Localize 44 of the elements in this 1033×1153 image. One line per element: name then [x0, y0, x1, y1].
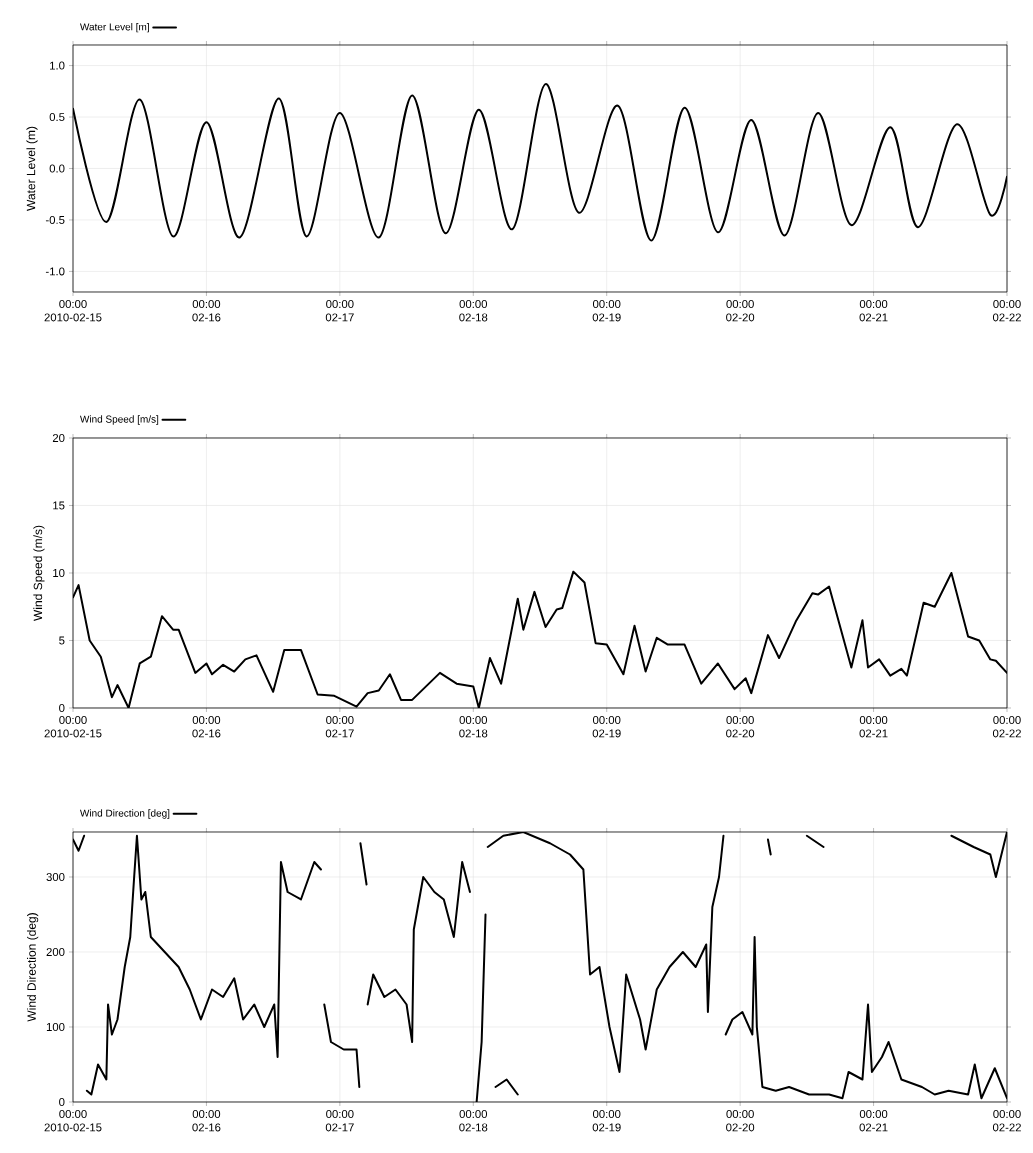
- y-tick-label: 0.5: [49, 113, 65, 122]
- x-tick-label: 00:00 02-16: [192, 716, 221, 738]
- x-tick-label: 00:00 02-20: [726, 300, 755, 322]
- x-tick-label: 00:00 02-21: [859, 716, 888, 738]
- x-tick-label: 00:00 02-21: [859, 1110, 888, 1132]
- y-tick-label: 200: [46, 947, 65, 956]
- x-tick-label: 00:00 02-16: [192, 1110, 221, 1132]
- y-tick-label: 20: [52, 433, 65, 442]
- y-axis-title: Wind Direction (deg): [27, 913, 39, 1022]
- y-tick-label: 0: [59, 703, 65, 712]
- y-tick-label: 15: [53, 501, 65, 510]
- legend-label: Wind Direction [deg]: [79, 809, 170, 819]
- y-tick-label: 300: [46, 872, 65, 881]
- y-tick-label: 5: [59, 636, 65, 645]
- legend-label: Water Level [m]: [79, 23, 149, 33]
- x-tick-label: 00:00 02-19: [592, 1110, 621, 1132]
- x-tick-label: 00:00 2010-02-15: [44, 300, 102, 322]
- x-tick-label: 00:00 02-16: [192, 300, 221, 322]
- y-tick-label: 1.0: [50, 61, 65, 70]
- x-tick-label: 00:00 2010-02-15: [44, 1110, 102, 1132]
- x-tick-label: 00:00 02-22: [992, 716, 1021, 738]
- x-tick-label: 00:00 02-17: [325, 1110, 354, 1132]
- y-axis-title: Wind Speed (m/s): [33, 525, 45, 621]
- y-axis-title: Water Level (m): [26, 126, 38, 211]
- x-tick-label: 00:00 02-22: [992, 1110, 1021, 1132]
- y-tick-label: -1.0: [45, 267, 65, 276]
- x-tick-label: 00:00 02-22: [992, 300, 1021, 322]
- x-tick-label: 00:00 02-17: [325, 300, 354, 322]
- x-tick-label: 00:00 02-21: [859, 300, 888, 322]
- y-tick-label: 100: [46, 1022, 65, 1031]
- x-tick-label: 00:00 02-17: [325, 716, 354, 738]
- legend-label: Wind Speed [m/s]: [79, 415, 159, 425]
- x-tick-label: 00:00 02-19: [592, 300, 621, 322]
- x-tick-label: 00:00 2010-02-15: [44, 716, 102, 738]
- x-tick-label: 00:00 02-20: [726, 716, 755, 738]
- y-tick-label: 0: [59, 1097, 65, 1106]
- x-tick-label: 00:00 02-18: [459, 300, 488, 322]
- x-tick-label: 00:00 02-19: [592, 716, 621, 738]
- y-tick-label: -0.5: [45, 215, 65, 224]
- x-tick-label: 00:00 02-20: [726, 1110, 755, 1132]
- y-tick-label: 0.0: [49, 164, 65, 173]
- x-tick-label: 00:00 02-18: [459, 1110, 488, 1132]
- x-tick-label: 00:00 02-18: [459, 716, 488, 738]
- y-tick-label: 10: [53, 568, 65, 577]
